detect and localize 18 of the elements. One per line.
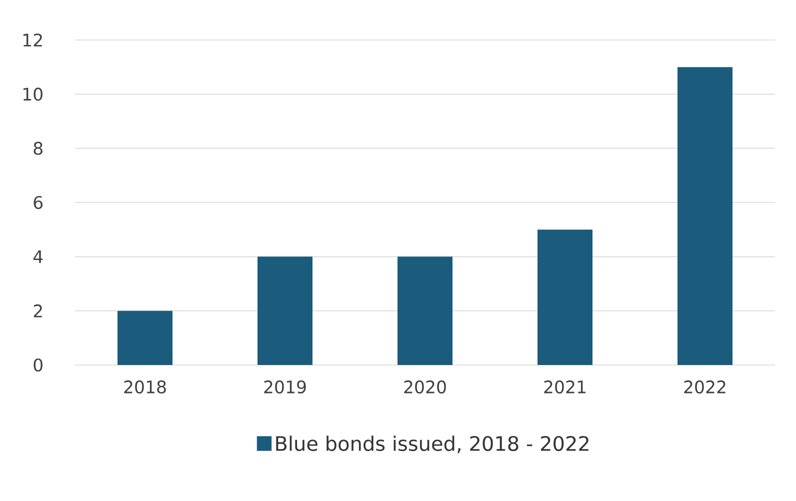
y-tick-label: 8 — [34, 142, 42, 155]
y-tick-label: 10 — [23, 88, 42, 101]
y-tick-label: 4 — [33, 250, 43, 263]
bar — [258, 256, 312, 365]
legend-label: Blue bonds issued, 2018 - 2022 — [276, 436, 588, 454]
x-tick-label: 2022 — [684, 380, 726, 394]
bar — [677, 67, 732, 365]
x-tick-label: 2018 — [124, 380, 166, 394]
bar — [118, 310, 172, 365]
x-tick-label: 2020 — [404, 380, 446, 394]
y-tick-label: 2 — [34, 304, 42, 318]
bar — [398, 256, 452, 365]
x-tick-label: 2021 — [544, 380, 586, 394]
y-tick-label: 6 — [34, 196, 43, 210]
y-tick-label: 0 — [34, 358, 42, 372]
x-tick-label: 2019 — [264, 380, 306, 394]
y-tick-label: 12 — [23, 34, 42, 46]
bar — [538, 230, 592, 365]
